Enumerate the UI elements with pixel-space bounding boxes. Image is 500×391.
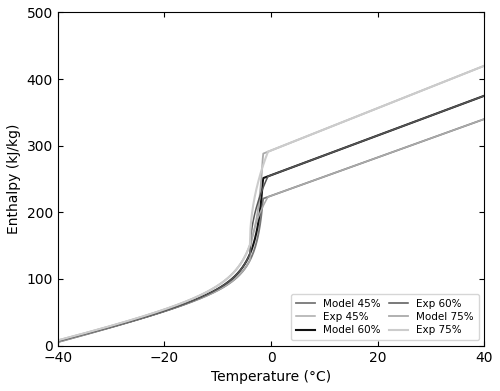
Legend: Model 45%, Exp 45%, Model 60%, Exp 60%, Model 75%, Exp 75%: Model 45%, Exp 45%, Model 60%, Exp 60%, … [291, 294, 479, 341]
Y-axis label: Enthalpy (kJ/kg): Enthalpy (kJ/kg) [7, 124, 21, 234]
X-axis label: Temperature (°C): Temperature (°C) [211, 370, 331, 384]
